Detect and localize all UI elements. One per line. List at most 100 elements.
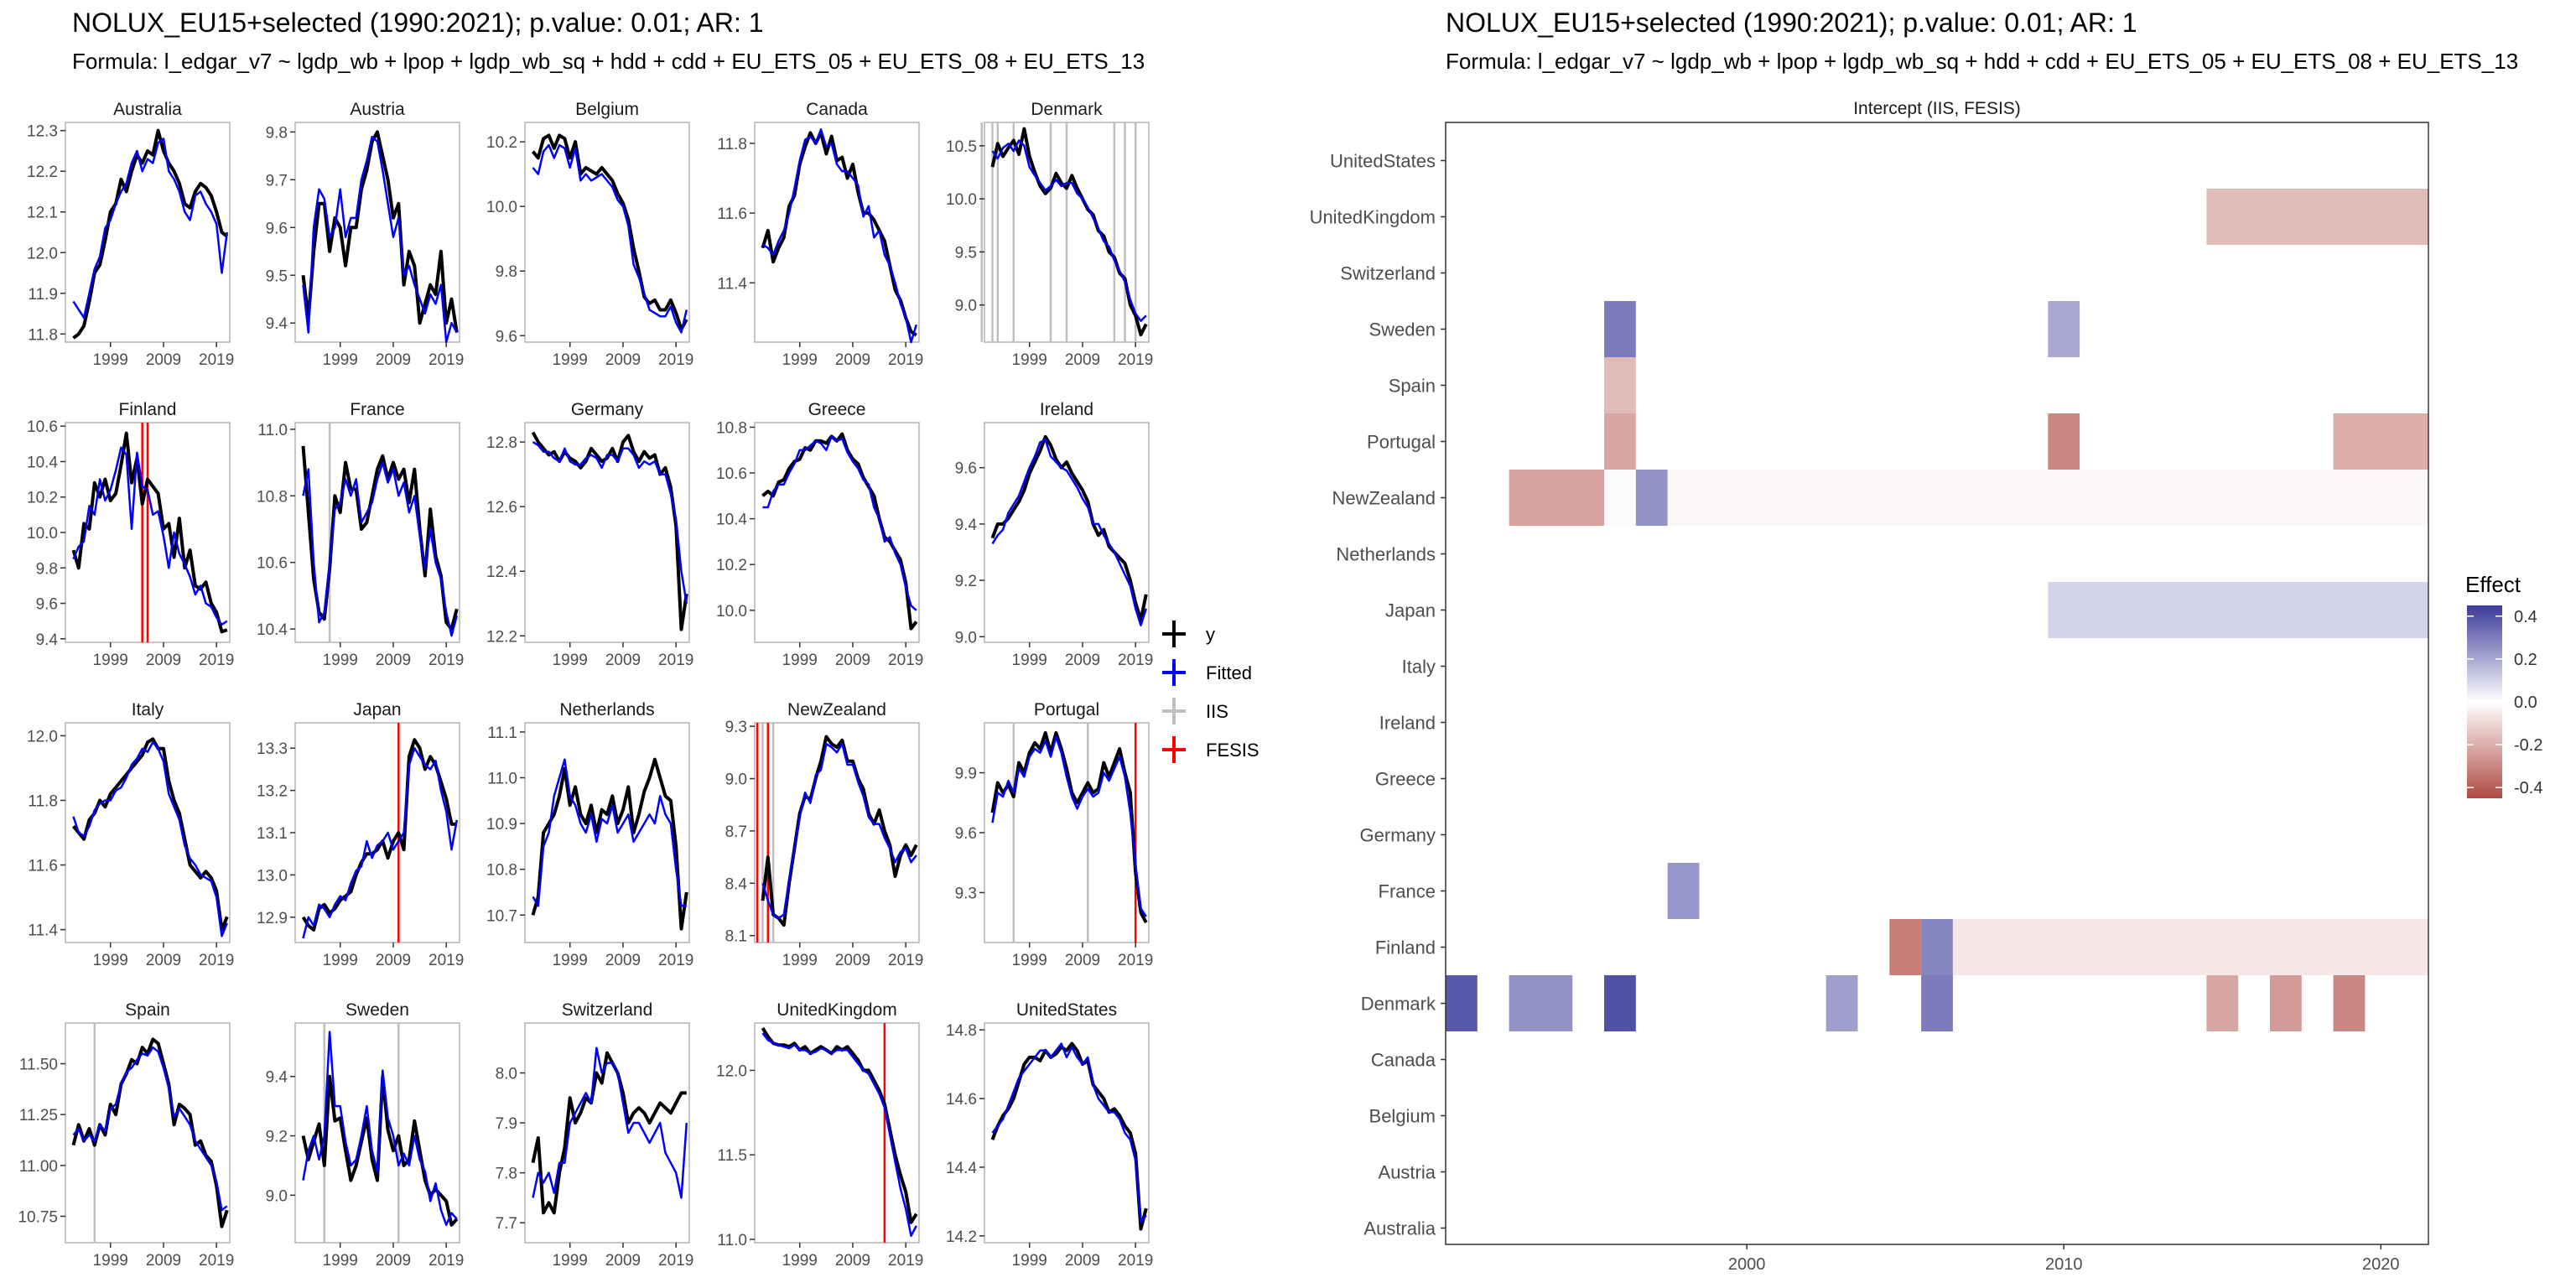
heatmap-strip-title: Intercept (IIS, FESIS)	[1853, 99, 2021, 118]
y-tick-label: 11.4	[717, 275, 747, 293]
y-tick-label: 11.0	[487, 771, 517, 788]
y-tick-label: 11.50	[19, 1057, 58, 1074]
y-tick-label: 11.1	[487, 724, 517, 742]
y-tick-label: 10.6	[716, 465, 747, 483]
fitted-line	[532, 441, 688, 605]
x-tick-label: 1999	[1012, 351, 1047, 369]
y-tick-label: 10.0	[716, 603, 747, 621]
y-tick-label: 9.2	[266, 1129, 288, 1146]
y-tick-label: 8.7	[725, 823, 747, 841]
x-tick-label: 1999	[553, 351, 588, 369]
colorbar-tick-label: -0.4	[2514, 779, 2542, 797]
y-tick-label: 11.0	[257, 422, 288, 439]
y-tick-label: 10.8	[257, 488, 288, 506]
facet-panel	[524, 722, 690, 943]
y-tick-label: 12.0	[716, 1062, 747, 1080]
x-tick-label: 2019	[888, 652, 923, 669]
x-tick-label: 2009	[376, 952, 411, 969]
facet-panel	[754, 1022, 920, 1244]
heatmap-cell-spain	[1604, 357, 1636, 413]
x-tick-label: 2009	[605, 952, 641, 969]
y-tick-label: 11.6	[717, 205, 747, 223]
y-tick-label: 10.7	[486, 907, 517, 925]
y-tick-label: 11.6	[28, 858, 58, 875]
heatmap-cell-portugal	[2048, 413, 2080, 470]
x-tick-label: 2009	[1065, 652, 1100, 669]
facet-finland: Finland 9.4 9.6 9.8 10.0 10.2 10.4 10.6 1999 2009…	[27, 400, 234, 669]
x-tick-label: 2019	[1118, 351, 1153, 369]
y-tick-label: 9.0	[955, 298, 977, 315]
y-tick-label: 11.0	[717, 1232, 747, 1249]
y-tick-label: 10.6	[257, 555, 288, 573]
facet-japan: Japan 12.9 13.0 13.1 13.2 13.3 1999 2009 2019	[257, 700, 464, 969]
heatmap-cell-portugal	[2333, 413, 2428, 470]
y-tick-label: 9.8	[496, 263, 517, 281]
row-label-denmark: Denmark	[1361, 994, 1436, 1015]
heatmap-cell-denmark	[2333, 975, 2366, 1031]
row-label-netherlands: Netherlands	[1336, 544, 1436, 565]
facet-label: Netherlands	[559, 700, 654, 719]
legend-label: IIS	[1206, 701, 1228, 722]
x-tick-label: 1999	[323, 1252, 358, 1270]
x-tick-label: 1999	[1012, 652, 1047, 669]
x-tick-label: 2009	[376, 351, 411, 369]
y-tick-label: 14.2	[946, 1228, 977, 1246]
actual-line	[71, 737, 229, 932]
x-tick-label: 1999	[553, 652, 588, 669]
y-tick-label: 9.8	[36, 560, 58, 578]
fitted-line	[532, 143, 688, 334]
x-tick-label: 2019	[1118, 952, 1153, 969]
facet-label: Greece	[808, 400, 866, 419]
y-tick-label: 13.2	[257, 783, 288, 801]
facet-label: Austria	[350, 100, 405, 119]
y-tick-label: 12.9	[257, 910, 288, 927]
actual-line	[531, 757, 688, 931]
y-tick-label: 9.4	[266, 1069, 288, 1087]
x-tick-label: 2019	[428, 652, 464, 669]
y-tick-label: 10.4	[716, 512, 747, 529]
facet-panel	[294, 1022, 460, 1244]
row-label-italy: Italy	[1402, 657, 1436, 678]
x-tick-label: 2009	[835, 952, 870, 969]
y-tick-label: 12.6	[486, 499, 517, 517]
facet-label: Portugal	[1034, 700, 1099, 719]
facet-panel	[984, 722, 1150, 943]
fitted-line	[532, 1046, 688, 1199]
y-tick-label: 11.9	[28, 286, 58, 304]
actual-line	[531, 133, 688, 331]
heatmap-cell-newzealand	[1667, 470, 2428, 526]
y-tick-label: 10.0	[486, 199, 517, 216]
fitted-line	[991, 139, 1147, 322]
x-tick-label: 1999	[323, 952, 358, 969]
x-tick-label: 1999	[93, 952, 128, 969]
y-tick-label: 12.1	[27, 205, 58, 222]
heatmap-cell-portugal	[1604, 413, 1636, 470]
y-tick-label: 9.2	[955, 573, 977, 590]
row-label-france: France	[1379, 881, 1436, 902]
facet-label: Denmark	[1031, 100, 1103, 119]
fitted-line	[72, 740, 228, 937]
heatmap-cell-newzealand	[1604, 470, 1636, 526]
x-tick-label: 1999	[1012, 952, 1047, 969]
facet-belgium: Belgium 9.6 9.8 10.0 10.2 1999 2009 2019	[486, 100, 693, 369]
facet-label: Japan	[353, 700, 401, 719]
row-label-switzerland: Switzerland	[1340, 263, 1436, 284]
y-tick-label: 9.6	[955, 460, 977, 478]
heatmap-cell-finland	[1889, 919, 1922, 975]
facet-portugal: Portugal 9.3 9.6 9.9 1999 2009 2019	[955, 700, 1154, 969]
heatmap-panel	[1446, 122, 2428, 1244]
y-tick-label: 10.2	[716, 557, 747, 574]
y-tick-label: 10.0	[27, 525, 58, 543]
x-tick-label: 2019	[1118, 1252, 1153, 1270]
heatmap-x-tick-label: 2000	[1728, 1255, 1766, 1274]
facet-label: France	[350, 400, 404, 419]
heatmap-cell-sweden	[1604, 301, 1636, 357]
y-tick-label: 13.3	[257, 740, 288, 758]
x-tick-label: 2019	[1118, 652, 1153, 669]
right-chart-title: NOLUX_EU15+selected (1990:2021); p.value…	[1446, 8, 2137, 38]
x-tick-label: 2009	[376, 1252, 411, 1270]
colorbar-tick-label: -0.2	[2514, 736, 2542, 755]
x-tick-label: 2019	[428, 351, 464, 369]
heatmap-cell-denmark	[1921, 975, 1953, 1031]
heatmap-cell-unitedkingdom	[2206, 189, 2428, 245]
